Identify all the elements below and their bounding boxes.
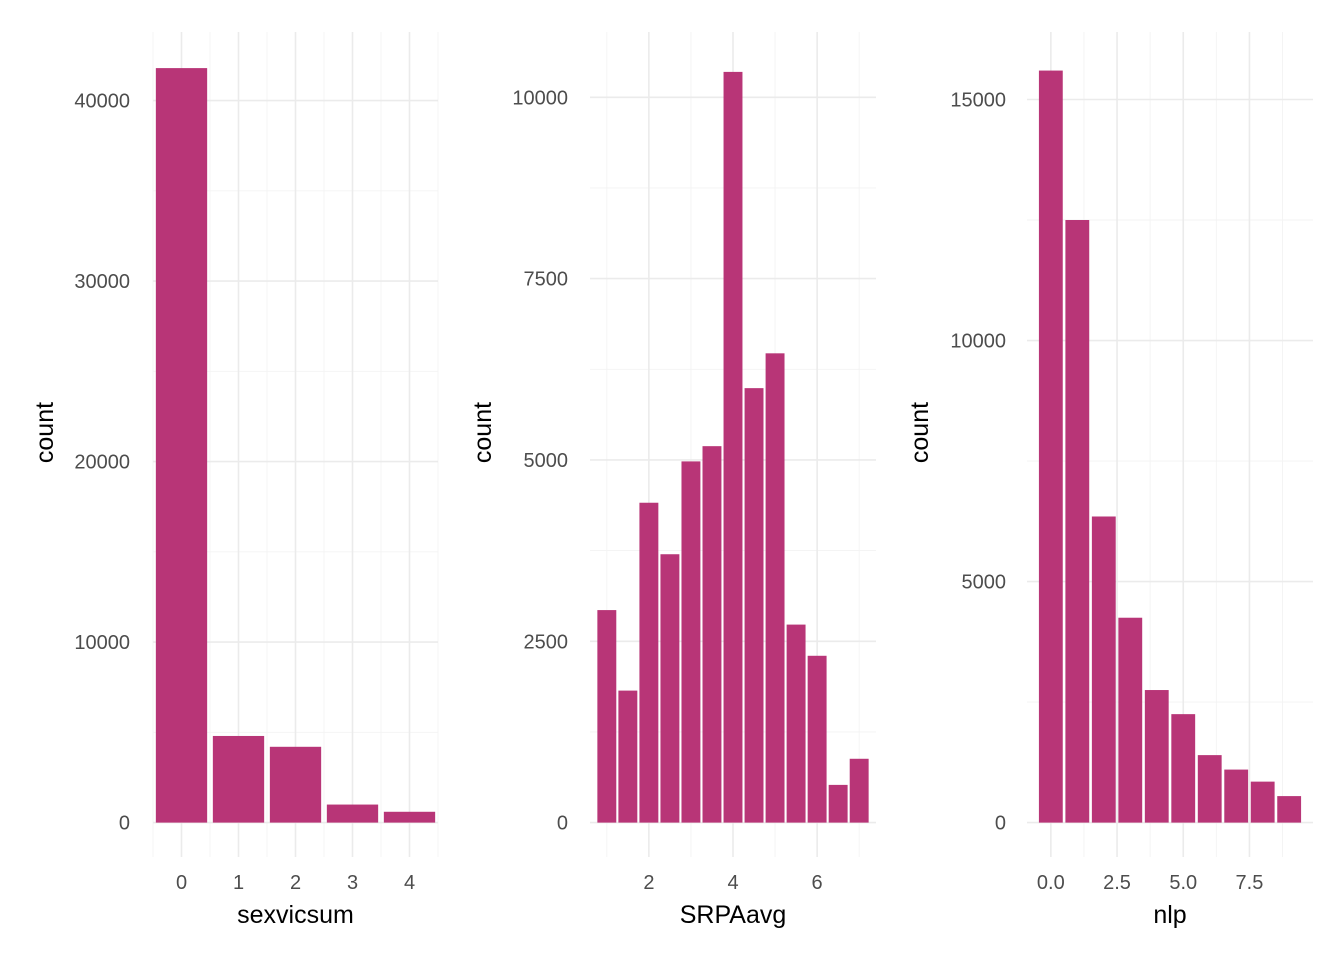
y-tick-label: 0 xyxy=(995,813,1006,835)
y-tick-label: 10000 xyxy=(512,87,568,109)
y-tick-label: 20000 xyxy=(74,452,130,474)
x-tick-label: 4 xyxy=(727,872,738,894)
nlp-bar xyxy=(1038,70,1063,823)
srpaavg-bar xyxy=(681,461,701,823)
srpaavg-bar xyxy=(765,353,785,823)
x-tick-label: 1 xyxy=(233,872,244,894)
y-tick-label: 15000 xyxy=(950,89,1006,111)
y-tick-label: 10000 xyxy=(74,632,130,654)
y-tick-label: 30000 xyxy=(74,271,130,293)
srpaavg-bar xyxy=(639,502,659,823)
srpaavg-bar xyxy=(618,690,638,823)
srpaavg-bar xyxy=(849,758,869,823)
srpaavg-bar xyxy=(828,784,848,823)
y-tick-label: 0 xyxy=(119,813,130,835)
nlp-bar xyxy=(1277,796,1302,823)
x-tick-label: 2 xyxy=(643,872,654,894)
x-tick-label: 2 xyxy=(290,872,301,894)
nlp-bar xyxy=(1250,781,1275,823)
x-axis-title: SRPAavg xyxy=(680,901,787,929)
srpaavg-bar xyxy=(807,655,827,823)
sexvicsum-bar xyxy=(326,804,379,823)
srpaavg-bar xyxy=(786,624,806,823)
x-tick-label: 5.0 xyxy=(1169,872,1197,894)
y-tick-label: 7500 xyxy=(524,269,569,291)
y-axis-title: count xyxy=(469,402,497,463)
srpaavg-bar xyxy=(597,610,617,823)
x-axis-title: sexvicsum xyxy=(237,901,354,929)
x-axis-title: nlp xyxy=(1153,901,1186,929)
x-tick-label: 0.0 xyxy=(1037,872,1065,894)
nlp-bar xyxy=(1118,617,1143,823)
nlp-bar xyxy=(1171,714,1196,823)
x-tick-label: 6 xyxy=(812,872,823,894)
nlp-bar xyxy=(1197,755,1222,823)
x-tick-label: 7.5 xyxy=(1236,872,1264,894)
sexvicsum-histogram-panel: 0 10000 20000 30000 40000 0 1 2 3 4 sexvicsum count xyxy=(31,32,439,929)
y-tick-label: 5000 xyxy=(524,450,569,472)
srpaavg-bar xyxy=(702,446,722,823)
nlp-bar xyxy=(1224,769,1249,823)
y-tick-label: 2500 xyxy=(524,631,569,653)
x-tick-label: 0 xyxy=(176,872,187,894)
sexvicsum-bar xyxy=(212,735,265,823)
x-tick-label: 4 xyxy=(404,872,415,894)
srpaavg-bar xyxy=(723,71,743,823)
y-tick-label: 5000 xyxy=(962,572,1007,594)
nlp-bar xyxy=(1065,220,1090,823)
x-tick-label: 3 xyxy=(347,872,358,894)
sexvicsum-bar xyxy=(383,811,436,823)
nlp-histogram-panel: 0 5000 10000 15000 0.0 2.5 5.0 7.5 nlp count xyxy=(906,32,1313,929)
y-axis-title: count xyxy=(31,402,59,463)
nlp-bar xyxy=(1144,690,1169,823)
srpaavg-histogram-panel: 0 2500 5000 7500 10000 2 4 6 SRPAavg count xyxy=(469,32,876,929)
srpaavg-bar xyxy=(660,554,680,823)
y-tick-label: 10000 xyxy=(950,331,1006,353)
sexvicsum-bar xyxy=(155,68,208,823)
y-tick-label: 0 xyxy=(557,813,568,835)
nlp-bar xyxy=(1091,516,1116,823)
x-tick-label: 2.5 xyxy=(1103,872,1131,894)
srpaavg-bar xyxy=(744,388,764,823)
y-tick-label: 40000 xyxy=(74,91,130,113)
y-axis-title: count xyxy=(906,402,934,463)
sexvicsum-bar xyxy=(269,746,322,823)
